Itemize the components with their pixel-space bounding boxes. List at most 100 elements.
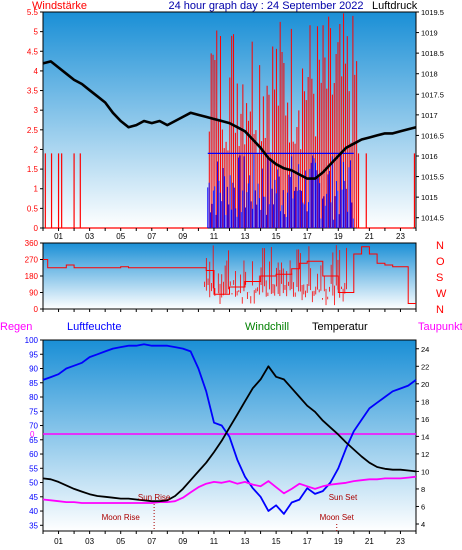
x-tick-label: 03 [85, 232, 94, 241]
wind-axis-tick-label: 5.5 [27, 8, 39, 17]
windchill-label: Windchill [245, 321, 289, 333]
x-tick-label: 23 [396, 537, 405, 546]
x-tick-label: 21 [365, 537, 374, 546]
compass-label: S [436, 272, 443, 284]
humidity-line [42, 343, 417, 515]
x-tick-label: 09 [178, 232, 187, 241]
pressure-axis-tick-label: 1016.5 [421, 131, 444, 140]
temperature-axis-tick-label: 22 [421, 362, 429, 371]
direction-panel-background [42, 242, 417, 310]
x-tick-label: 07 [147, 232, 156, 241]
x-tick-label: 17 [303, 537, 312, 546]
humidity-label: Luftfeuchte [67, 321, 121, 333]
x-tick-label: 01 [54, 537, 63, 546]
wind-axis-tick-label: 0 [34, 224, 39, 233]
humidity-axis-tick-label: 35 [29, 521, 38, 530]
wind-axis-tick-label: 5 [34, 28, 39, 37]
temperature-axis-tick-label: 4 [421, 520, 425, 529]
x-tick-label: 15 [272, 537, 281, 546]
temperature-axis-tick-label: 24 [421, 345, 429, 354]
x-tick-label: 05 [116, 232, 125, 241]
x-tick-label: 13 [241, 232, 250, 241]
pressure-axis-label: Luftdruck [372, 0, 418, 12]
direction-axis-tick-label: 180 [25, 272, 39, 281]
astro-label: Sun Rise [138, 493, 171, 502]
rain-label: Regen [0, 321, 32, 333]
wind-axis-tick-label: 4 [34, 67, 39, 76]
pressure-axis-tick-label: 1019 [421, 29, 438, 38]
temperature-axis-tick-label: 18 [421, 397, 429, 406]
astro-label: Sun Set [329, 493, 358, 502]
dewpoint-label: Taupunkt [418, 321, 462, 333]
x-tick-label: 17 [303, 232, 312, 241]
dewpoint-line [42, 475, 417, 504]
humidity-axis-tick-label: 50 [29, 479, 38, 488]
temperature-axis-tick-label: 14 [421, 432, 429, 441]
compass-label: W [436, 288, 447, 300]
x-tick-label: 11 [210, 232, 219, 241]
compass-label: N [436, 304, 444, 316]
temperature-axis-tick-label: 10 [421, 467, 429, 476]
humidity-axis-tick-label: 100 [25, 336, 39, 345]
x-tick-label: 01 [54, 232, 63, 241]
pressure-axis-tick-label: 1015.5 [421, 173, 444, 182]
temperature-axis-tick-label: 16 [421, 415, 429, 424]
x-tick-label: 19 [334, 232, 343, 241]
astro-label: Moon Rise [102, 513, 141, 522]
pressure-axis-tick-label: 1016 [421, 152, 438, 161]
pressure-axis-tick-label: 1017 [421, 111, 438, 120]
temperature-label: Temperatur [312, 321, 368, 333]
wind-direction-line [43, 246, 416, 304]
chart-title: 24 hour graph day : 24 September 2022 [168, 0, 363, 12]
x-tick-label: 09 [178, 537, 187, 546]
direction-axis-tick-label: 90 [29, 289, 38, 298]
pressure-line [42, 60, 417, 180]
direction-axis-tick-label: 270 [25, 256, 39, 265]
wind-axis-tick-label: 4.5 [27, 47, 39, 56]
x-tick-label: 19 [334, 537, 343, 546]
wind-axis-label: Windstärke [32, 0, 87, 12]
pressure-axis-tick-label: 1018 [421, 70, 438, 79]
wind-axis-tick-label: 3.5 [27, 87, 39, 96]
x-tick-label: 11 [210, 537, 219, 546]
humidity-axis-tick-label: 60 [29, 450, 38, 459]
x-tick-label: 23 [396, 232, 405, 241]
humidity-axis-tick-label: 95 [29, 350, 38, 359]
compass-label: N [436, 240, 444, 252]
humidity-axis-tick-label: 75 [29, 407, 38, 416]
wind-axis-tick-label: 0.5 [27, 204, 39, 213]
direction-axis-tick-label: 0 [34, 305, 39, 314]
humidity-axis-tick-label: 85 [29, 379, 38, 388]
humidity-axis-tick-label: 70 [29, 422, 38, 431]
wind-axis-tick-label: 3 [34, 106, 39, 115]
pressure-axis-tick-label: 1015 [421, 193, 438, 202]
humidity-axis-tick-label: 45 [29, 493, 38, 502]
x-tick-label: 21 [365, 232, 374, 241]
x-tick-label: 15 [272, 232, 281, 241]
humidity-axis-tick-label: 40 [29, 507, 38, 516]
pressure-axis-tick-label: 1014.5 [421, 214, 444, 223]
x-tick-label: 05 [116, 537, 125, 546]
temperature-line [42, 365, 417, 503]
wind-axis-tick-label: 1.5 [27, 165, 39, 174]
wind-axis-tick-label: 1 [34, 185, 39, 194]
temperature-axis-tick-label: 8 [421, 485, 425, 494]
humidity-axis-tick-label: 90 [29, 365, 38, 374]
compass-label: O [436, 256, 445, 268]
x-tick-label: 03 [85, 537, 94, 546]
x-tick-label: 13 [241, 537, 250, 546]
temperature-axis-tick-label: 12 [421, 450, 429, 459]
humidity-axis-tick-label: 55 [29, 464, 38, 473]
temperature-axis-tick-label: 20 [421, 380, 429, 389]
pressure-axis-tick-label: 1017.5 [421, 90, 444, 99]
humidity-axis-tick-label: 80 [29, 393, 38, 402]
direction-axis-tick-label: 360 [25, 239, 39, 248]
astro-label: Moon Set [320, 513, 355, 522]
wind-axis-tick-label: 2.5 [27, 126, 39, 135]
humidity-axis-tick-label: 65 [29, 436, 38, 445]
pressure-axis-tick-label: 1018.5 [421, 49, 444, 58]
wind-axis-tick-label: 2 [34, 145, 39, 154]
temperature-axis-tick-label: 6 [421, 502, 425, 511]
rain-axis-tick-label: 0 [30, 430, 35, 439]
